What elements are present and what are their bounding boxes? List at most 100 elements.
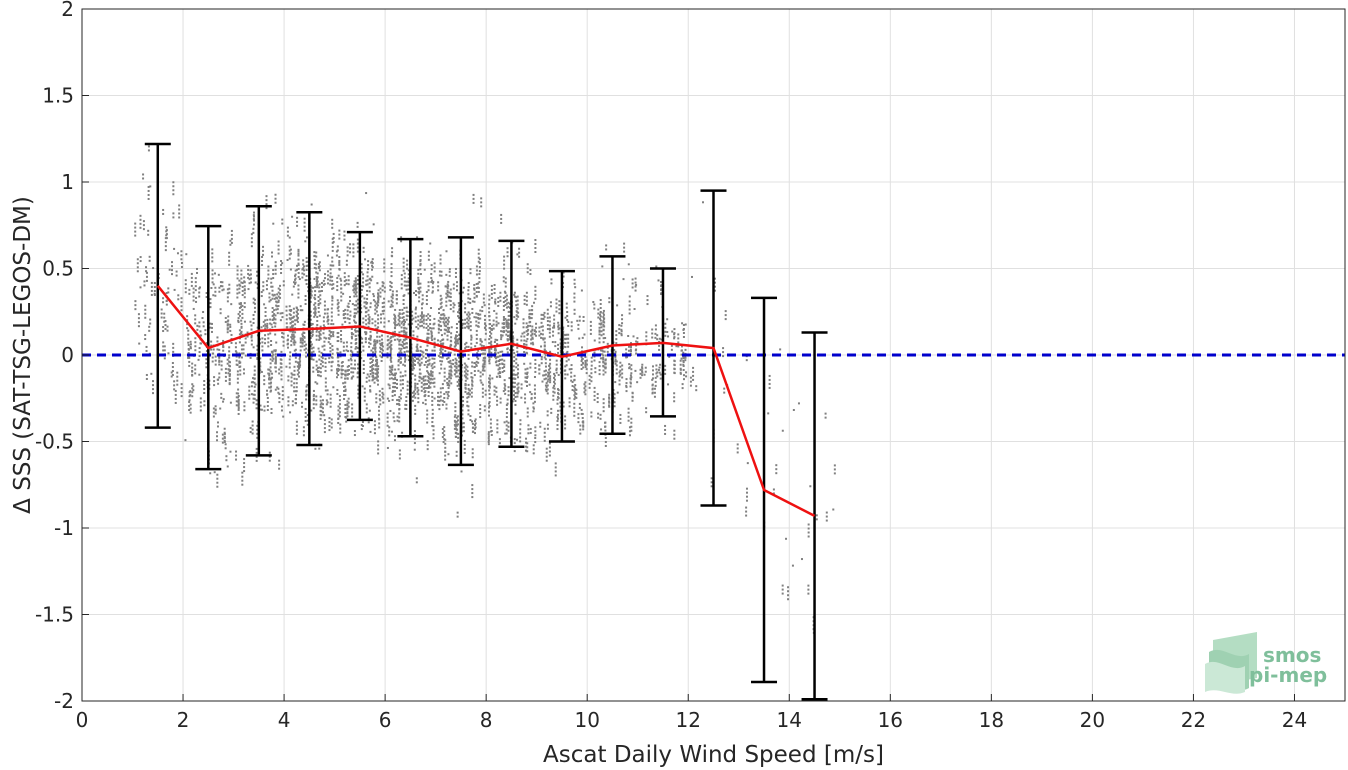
- scatter-point: [483, 349, 486, 360]
- scatter-point: [573, 292, 576, 303]
- scatter-point: [525, 291, 528, 306]
- scatter-point: [775, 464, 778, 475]
- scatter-point: [350, 327, 353, 338]
- scatter-point: [243, 401, 246, 412]
- scatter-point: [477, 282, 480, 289]
- scatter-point: [513, 352, 516, 363]
- scatter-point: [475, 295, 478, 298]
- scatter-point: [530, 309, 533, 320]
- scatter-point: [395, 290, 398, 305]
- scatter-point: [376, 361, 379, 364]
- scatter-point: [599, 313, 602, 320]
- scatter-point: [180, 261, 183, 268]
- scatter-point: [351, 351, 354, 354]
- scatter-point: [825, 511, 828, 522]
- scatter-point: [514, 391, 517, 406]
- scatter-point: [238, 302, 241, 305]
- scatter-point: [568, 397, 571, 408]
- scatter-point: [396, 415, 399, 422]
- scatter-point: [437, 391, 440, 406]
- scatter-point: [618, 371, 621, 386]
- scatter-point: [824, 412, 827, 419]
- scatter-point: [367, 309, 370, 312]
- scatter-point: [496, 339, 499, 346]
- scatter-point: [331, 237, 334, 252]
- scatter-point: [246, 331, 249, 338]
- scatter-point: [145, 271, 148, 282]
- scatter-point: [354, 293, 357, 296]
- scatter-point: [299, 339, 302, 342]
- scatter-point: [573, 308, 576, 315]
- scatter-point: [241, 471, 244, 486]
- scatter-point: [192, 307, 195, 310]
- scatter-point: [651, 328, 654, 339]
- scatter-point: [213, 471, 216, 474]
- scatter-point: [469, 297, 472, 304]
- scatter-point: [548, 316, 551, 331]
- scatter-point: [454, 402, 457, 417]
- scatter-point: [490, 328, 493, 343]
- scatter-point: [456, 375, 459, 378]
- scatter-point: [139, 286, 142, 289]
- scatter-point: [299, 337, 302, 352]
- scatter-point: [540, 355, 543, 358]
- scatter-point: [194, 337, 197, 352]
- scatter-point: [389, 305, 392, 308]
- scatter-point: [597, 412, 600, 419]
- scatter-point: [260, 370, 263, 373]
- scatter-point: [565, 352, 568, 367]
- scatter-point: [390, 335, 393, 350]
- scatter-point: [298, 278, 301, 281]
- scatter-point: [267, 265, 270, 280]
- scatter-point: [312, 389, 315, 400]
- logo-text-smos: smos: [1263, 643, 1321, 667]
- scatter-point: [369, 430, 372, 433]
- scatter-point: [604, 337, 607, 340]
- scatter-point: [264, 306, 267, 317]
- scatter-point: [392, 412, 395, 419]
- scatter-point: [187, 348, 190, 351]
- scatter-point: [372, 295, 375, 302]
- scatter-point: [559, 401, 562, 412]
- scatter-point: [604, 359, 607, 374]
- scatter-point: [328, 417, 331, 432]
- scatter-point: [191, 383, 194, 398]
- scatter-point: [525, 437, 528, 452]
- scatter-point: [527, 324, 530, 335]
- scatter-point: [420, 377, 423, 392]
- scatter-point: [373, 377, 376, 384]
- scatter-point: [289, 411, 292, 414]
- scatter-point: [600, 428, 603, 431]
- scatter-point: [352, 243, 355, 258]
- scatter-point: [367, 417, 370, 424]
- scatter-point: [350, 376, 353, 379]
- scatter-point: [525, 340, 528, 343]
- scatter-point: [580, 408, 583, 415]
- scatter-point: [348, 295, 351, 302]
- scatter-point: [411, 391, 414, 402]
- scatter-point: [347, 359, 350, 362]
- scatter-point: [272, 353, 275, 360]
- scatter-point: [297, 263, 300, 278]
- scatter-point: [316, 278, 319, 289]
- scatter-point: [322, 279, 325, 286]
- scatter-point: [456, 511, 459, 518]
- scatter-point: [390, 263, 393, 278]
- scatter-point: [464, 303, 467, 314]
- scatter-point: [309, 310, 312, 325]
- scatter-point: [505, 420, 508, 435]
- x-axis-ticks: 0 2 4 6 8 10 12 14 16 18 20 22 24: [76, 694, 1307, 732]
- scatter-point: [198, 287, 201, 298]
- scatter-point: [344, 388, 347, 391]
- logo-text-pi-mep: pi-mep: [1249, 663, 1327, 687]
- scatter-point: [168, 268, 171, 271]
- scatter-point: [226, 320, 229, 331]
- x-tick-label: 10: [574, 708, 599, 732]
- scatter-point: [244, 354, 247, 357]
- scatter-point: [461, 405, 464, 420]
- scatter-point: [280, 405, 283, 412]
- scatter-point: [361, 421, 364, 428]
- scatter-point: [543, 427, 546, 442]
- scatter-point: [178, 204, 181, 219]
- scatter-point: [342, 382, 345, 385]
